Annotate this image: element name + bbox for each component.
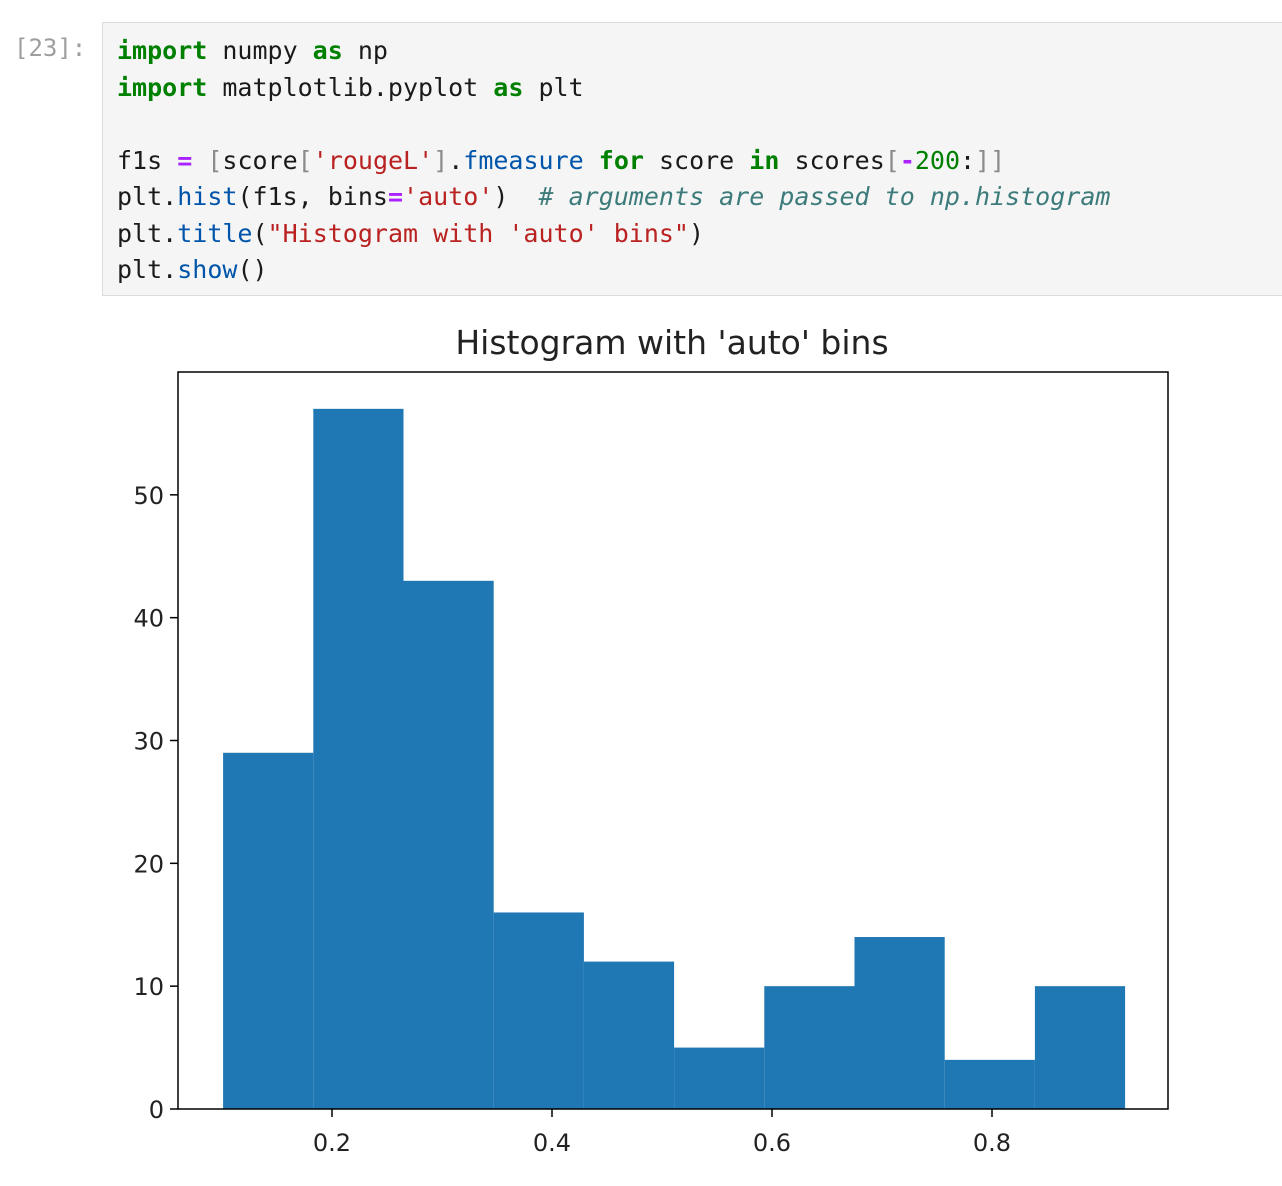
code-token: ()	[237, 255, 268, 284]
code-token: import	[117, 36, 208, 65]
histogram-bar	[223, 752, 314, 1109]
code-token: ]]	[975, 145, 1006, 175]
x-tick-label: 0.2	[313, 1129, 351, 1157]
code-token: show	[177, 255, 238, 284]
cell-output: Histogram with 'auto' bins 0.2 0.4 0.6 0.8 …	[102, 300, 1282, 1182]
code-token: f1s	[117, 145, 178, 175]
code-token: .	[162, 182, 178, 211]
code-token: title	[177, 218, 253, 248]
code-token: scores	[779, 145, 885, 175]
code-token: fmeasure	[463, 145, 584, 175]
code-token: [	[297, 145, 313, 175]
x-tick-label: 0.6	[753, 1129, 791, 1157]
code-token: 200	[914, 145, 961, 175]
cell-prompt: [23]:	[14, 34, 87, 62]
code-token: :	[960, 145, 976, 175]
code-token: matplotlib.pyplot	[207, 72, 494, 102]
code-line: import numpy as np	[117, 33, 1110, 70]
histogram-chart: Histogram with 'auto' bins 0.2 0.4 0.6 0.8 …	[133, 323, 1169, 1157]
histogram-bar	[313, 408, 404, 1110]
code-token	[584, 146, 599, 175]
code-line: plt.show()	[117, 252, 1110, 289]
histogram-bar	[583, 961, 675, 1109]
code-token: hist	[177, 182, 238, 211]
x-tick-label: 0.4	[533, 1129, 571, 1157]
code-token: -	[899, 145, 915, 175]
histogram-bar	[674, 1047, 765, 1109]
code-token: in	[749, 145, 780, 175]
histogram-bar	[944, 1059, 1035, 1109]
x-tick-label: 0.8	[973, 1129, 1011, 1157]
code-token: numpy	[207, 36, 313, 65]
chart-title: Histogram with 'auto' bins	[455, 323, 888, 362]
histogram-bar	[764, 986, 855, 1109]
code-token: plt	[523, 72, 584, 102]
code-token	[192, 146, 207, 175]
code-token: for	[598, 145, 644, 175]
y-tick-label: 50	[133, 482, 164, 510]
code-cell-editor[interactable]: import numpy as np import matplotlib.pypl…	[102, 22, 1282, 296]
y-tick-label: 30	[133, 728, 164, 756]
code-token: (	[252, 218, 268, 248]
code-token: [	[207, 145, 223, 175]
histogram-bars	[223, 408, 1126, 1110]
histogram-bar	[493, 912, 584, 1109]
code-line: import matplotlib.pyplot as plt	[117, 70, 1110, 107]
code-line: f1s = [score['rougeL'].fmeasure for scor…	[117, 143, 1110, 180]
histogram-bar	[1034, 986, 1126, 1109]
code-line	[117, 106, 1110, 143]
code-token: # arguments are passed to np.histogram	[538, 182, 1111, 211]
code-token: plt	[117, 218, 163, 248]
code-token: .	[162, 255, 178, 284]
code-token: score	[643, 145, 750, 175]
code-token: as	[493, 72, 524, 102]
y-tick-label: 20	[133, 850, 164, 878]
code-block[interactable]: import numpy as np import matplotlib.pypl…	[117, 33, 1110, 289]
y-tick-label: 40	[133, 605, 164, 633]
code-token: )	[493, 182, 539, 211]
code-token: ]	[433, 145, 449, 175]
code-line: plt.hist(f1s, bins='auto') # arguments a…	[117, 179, 1110, 216]
code-token: 'rougeL'	[312, 145, 434, 175]
code-token: plt	[117, 182, 163, 211]
code-token: [	[884, 145, 900, 175]
code-token: (f1s, bins	[237, 182, 388, 211]
code-token: plt	[117, 255, 163, 284]
code-token: score	[222, 145, 298, 175]
y-axis-ticks: 0 10 20 30 40 50	[133, 482, 178, 1124]
code-token: 'auto'	[403, 182, 494, 211]
histogram-bar	[854, 937, 945, 1109]
code-token: import	[117, 72, 208, 102]
code-token: =	[387, 182, 404, 211]
plot-frame	[177, 371, 1169, 1110]
code-token: as	[312, 36, 343, 65]
x-axis-ticks: 0.2 0.4 0.6 0.8	[313, 1109, 1011, 1157]
code-token: .	[162, 218, 178, 248]
code-line: plt.title("Histogram with 'auto' bins")	[117, 216, 1110, 253]
code-token: "Histogram with 'auto' bins"	[267, 218, 689, 248]
histogram-bar	[403, 580, 494, 1109]
code-token: =	[177, 145, 193, 175]
code-token: .	[448, 145, 464, 175]
y-tick-label: 0	[149, 1096, 164, 1124]
code-token: np	[342, 36, 388, 65]
code-token: )	[688, 218, 705, 248]
y-tick-label: 10	[133, 973, 164, 1001]
